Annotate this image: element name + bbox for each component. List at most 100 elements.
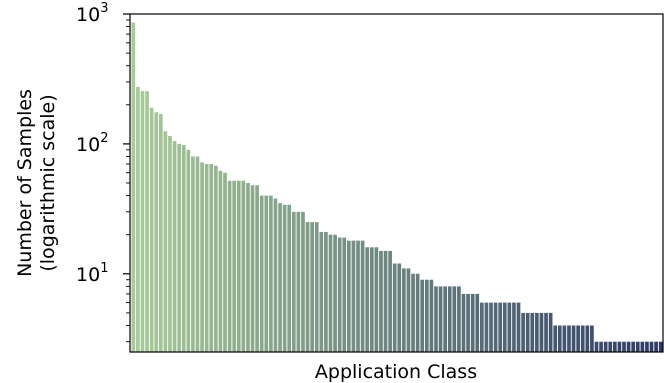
bar xyxy=(502,302,507,352)
bar xyxy=(484,302,489,352)
y-tick-label: 103 xyxy=(76,1,108,26)
bar xyxy=(392,263,397,352)
bar xyxy=(429,279,434,352)
bar xyxy=(287,204,292,352)
bar xyxy=(264,195,269,352)
bar xyxy=(443,286,447,352)
bar xyxy=(489,302,493,352)
bar xyxy=(269,195,273,352)
bar xyxy=(278,203,282,352)
y-axis-label-line-2: (logarithmic scale) xyxy=(37,94,59,271)
bar xyxy=(608,341,613,352)
bar xyxy=(480,302,484,352)
bar xyxy=(342,237,347,352)
bar xyxy=(617,341,622,352)
bar xyxy=(397,263,402,352)
bar xyxy=(599,341,603,352)
bar xyxy=(567,325,571,352)
bar xyxy=(635,341,640,352)
bar xyxy=(333,234,337,352)
bar xyxy=(420,279,425,352)
bar xyxy=(136,86,140,352)
bar xyxy=(466,293,470,352)
bar xyxy=(406,268,411,352)
y-axis-label-line-1: Number of Samples xyxy=(14,89,36,277)
bar xyxy=(553,325,558,352)
plot-frame xyxy=(129,13,664,353)
bar xyxy=(576,325,580,352)
bar xyxy=(250,185,255,352)
bar xyxy=(434,286,438,352)
bar xyxy=(452,286,457,352)
bar xyxy=(512,302,516,352)
bar xyxy=(622,341,626,352)
bar xyxy=(172,141,177,352)
bar xyxy=(374,247,379,352)
bar xyxy=(516,302,521,352)
bar xyxy=(259,195,264,352)
bar xyxy=(227,180,232,352)
bar xyxy=(626,341,631,352)
bar xyxy=(379,250,383,352)
bar xyxy=(168,136,172,352)
bar xyxy=(493,302,498,352)
bar xyxy=(337,237,342,352)
bar xyxy=(461,293,466,352)
bar xyxy=(557,325,562,352)
bar xyxy=(571,325,576,352)
bar xyxy=(149,107,154,352)
bar xyxy=(470,293,475,352)
bar xyxy=(457,286,461,352)
bar xyxy=(186,149,191,352)
bars-group xyxy=(131,22,663,353)
bar xyxy=(246,183,250,352)
bar xyxy=(383,250,388,352)
bar xyxy=(195,156,200,352)
bar xyxy=(594,341,599,352)
bar xyxy=(241,180,246,352)
bar xyxy=(388,250,392,352)
bar xyxy=(209,164,214,352)
bar xyxy=(548,312,553,352)
bar xyxy=(365,247,370,352)
bar xyxy=(475,293,480,352)
bar xyxy=(603,341,608,352)
bar xyxy=(539,312,544,352)
y-tick-label: 101 xyxy=(76,261,108,286)
bar xyxy=(273,198,278,352)
bar xyxy=(402,268,406,352)
bar xyxy=(654,341,658,352)
bar xyxy=(360,240,365,352)
bar xyxy=(282,204,287,352)
bar xyxy=(640,341,645,352)
bar xyxy=(530,312,535,352)
bar xyxy=(310,222,314,352)
bar xyxy=(204,164,209,352)
bar xyxy=(351,240,356,352)
bar xyxy=(191,156,195,352)
bar xyxy=(145,91,149,352)
bar xyxy=(507,302,512,352)
bar xyxy=(158,113,163,353)
bar xyxy=(415,273,420,352)
bar xyxy=(305,222,310,352)
bar xyxy=(255,185,259,352)
bar xyxy=(562,325,567,352)
bar xyxy=(521,312,525,352)
y-tick-label: 102 xyxy=(76,131,108,156)
bar xyxy=(301,211,305,352)
bar xyxy=(544,312,548,352)
bar xyxy=(369,247,374,352)
bar xyxy=(214,165,218,352)
bar xyxy=(645,341,649,352)
bar xyxy=(140,91,145,352)
bar xyxy=(585,325,590,352)
bar xyxy=(324,231,328,352)
bar xyxy=(613,341,617,352)
bar xyxy=(154,112,159,352)
bar xyxy=(356,240,360,352)
bar xyxy=(498,302,503,352)
bar xyxy=(580,325,585,352)
bar xyxy=(236,180,241,352)
